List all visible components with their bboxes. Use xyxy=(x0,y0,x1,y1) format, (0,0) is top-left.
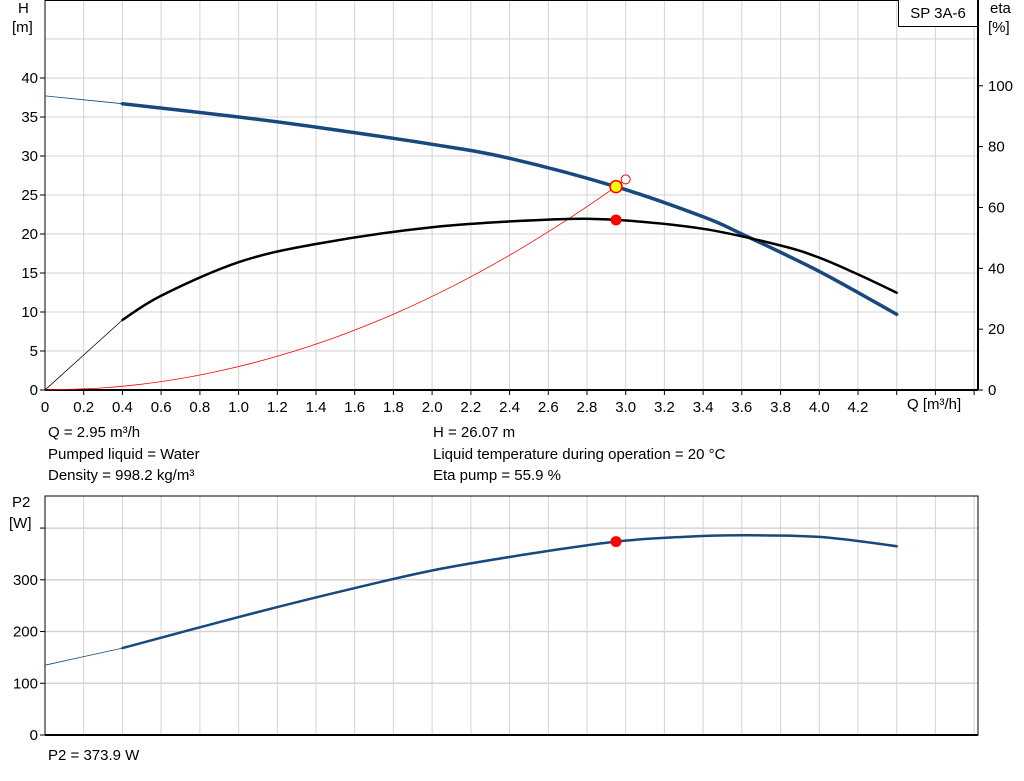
duty-point-eta-marker xyxy=(610,214,622,226)
p2-tick-label: 100 xyxy=(13,675,38,692)
p2-axis-title: P2 xyxy=(12,494,31,511)
x-tick-label: 0.6 xyxy=(151,399,172,416)
tick-labels: 0 0.2 0.4 0.6 0.8 1.0 1.2 1.4 1.6 1.8 2.0 2.2 2.4 2.6… xyxy=(13,70,1013,744)
x-tick-label: 1.2 xyxy=(267,399,288,416)
eta-tick-label: 60 xyxy=(988,199,1005,216)
info-density: Density = 998.2 kg/m³ xyxy=(48,467,195,484)
info-p2: P2 = 373.9 W xyxy=(48,747,140,764)
x-tick-label: 3.8 xyxy=(770,399,791,416)
x-tick-label: 2.0 xyxy=(422,399,443,416)
h-curve xyxy=(120,101,899,317)
x-tick-label: 4.2 xyxy=(848,399,869,416)
x-tick-label: 1.6 xyxy=(344,399,365,416)
eta-tick-label: 80 xyxy=(988,139,1005,156)
eta-tick-label: 0 xyxy=(988,382,996,399)
x-tick-label: 2.4 xyxy=(499,399,520,416)
eta-curve xyxy=(121,217,898,322)
p2-curve xyxy=(121,534,898,650)
info-h: H = 26.07 m xyxy=(433,424,516,441)
x-tick-label: 3.4 xyxy=(693,399,714,416)
info-liquid: Pumped liquid = Water xyxy=(48,446,200,463)
x-tick-label: 2.6 xyxy=(538,399,559,416)
h-tick-label: 35 xyxy=(21,109,38,126)
h-axis-title: H xyxy=(18,0,29,17)
x-tick-label: 0.8 xyxy=(189,399,210,416)
h-tick-label: 30 xyxy=(21,148,38,165)
p2-tick-label: 0 xyxy=(30,727,38,744)
system-curve-end-marker xyxy=(620,174,631,185)
h-tick-label: 40 xyxy=(21,70,38,87)
duty-point-h-marker xyxy=(609,179,623,194)
x-tick-label: 3.2 xyxy=(654,399,675,416)
h-axis-unit: [m] xyxy=(12,19,33,36)
bottom-plot-frame xyxy=(44,495,979,736)
h-tick-label: 0 xyxy=(30,382,38,399)
x-tick-label: 3.0 xyxy=(615,399,636,416)
info-temperature: Liquid temperature during operation = 20… xyxy=(433,446,726,463)
q-axis-title: Q [m³/h] xyxy=(907,396,962,413)
h-tick-label: 20 xyxy=(21,226,38,243)
bottom-grid xyxy=(44,495,979,736)
x-tick-label: 4.0 xyxy=(809,399,830,416)
eta-tick-label: 20 xyxy=(988,321,1005,338)
p2-curve-extrapolated xyxy=(44,647,123,666)
x-tick-label: 0.2 xyxy=(73,399,94,416)
eta-tick-label: 40 xyxy=(988,260,1005,277)
eta-axis-title: eta xyxy=(990,0,1011,17)
system-curve xyxy=(44,179,626,391)
h-tick-label: 10 xyxy=(21,304,38,321)
p2-axis-unit: [W] xyxy=(9,515,32,532)
h-tick-label: 15 xyxy=(21,265,38,282)
x-tick-label: 2.2 xyxy=(460,399,481,416)
eta-axis-unit: [%] xyxy=(988,19,1010,36)
top-grid xyxy=(44,0,979,391)
eta-curve-extrapolated xyxy=(44,319,123,391)
p2-tick-label: 300 xyxy=(13,572,38,589)
pump-model-legend: SP 3A-6 xyxy=(898,0,978,27)
eta-tick-label: 100 xyxy=(988,78,1013,95)
p2-tick-label: 200 xyxy=(13,624,38,641)
x-tick-label: 2.8 xyxy=(577,399,598,416)
x-tick-label: 1.0 xyxy=(228,399,249,416)
x-tick-label: 3.6 xyxy=(731,399,752,416)
h-tick-label: 25 xyxy=(21,187,38,204)
h-tick-label: 5 xyxy=(30,343,38,360)
info-q: Q = 2.95 m³/h xyxy=(48,424,141,441)
h-curve-extrapolated xyxy=(44,95,123,105)
duty-point-p2-marker xyxy=(610,536,622,548)
x-tick-label: 0 xyxy=(41,399,49,416)
x-tick-label: 1.8 xyxy=(383,399,404,416)
curves xyxy=(44,95,899,666)
x-tick-label: 1.4 xyxy=(306,399,327,416)
x-tick-label: 0.4 xyxy=(112,399,133,416)
info-eta: Eta pump = 55.9 % xyxy=(433,467,561,484)
